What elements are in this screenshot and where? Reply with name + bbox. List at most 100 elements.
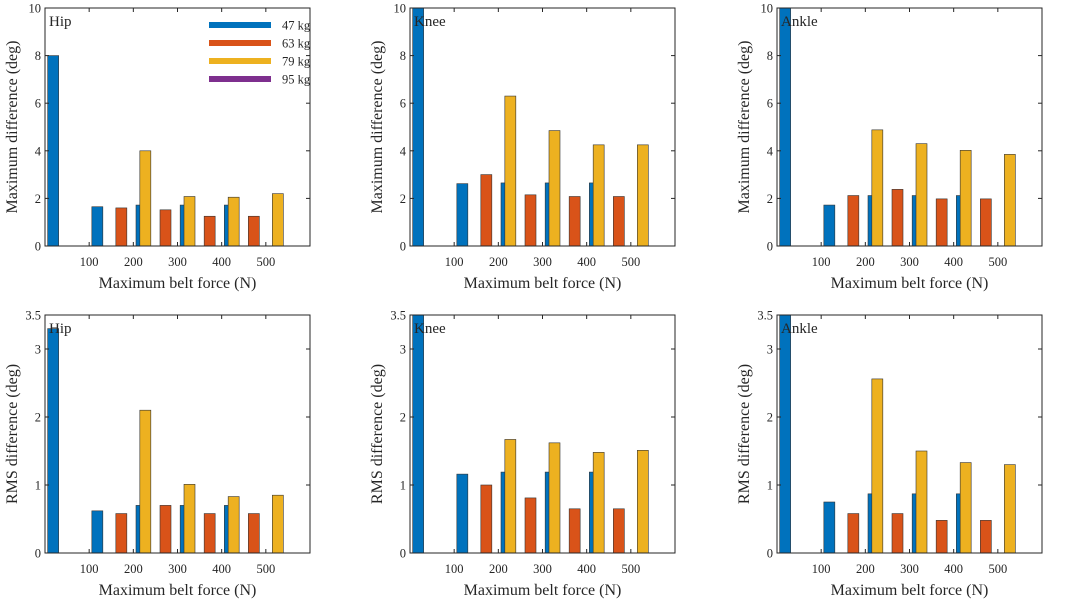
bar-79kg-500 <box>272 193 284 247</box>
x-tick-label: 400 <box>944 255 963 269</box>
axes-box <box>409 7 676 247</box>
bar-79kg-200 <box>504 95 517 247</box>
x-tick-label: 400 <box>212 255 231 269</box>
x-tick-label: 300 <box>533 562 552 576</box>
x-tick-label: 400 <box>577 255 596 269</box>
x-tick-label: 100 <box>445 562 464 576</box>
y-tick-label: 6 <box>767 97 773 111</box>
bar-47kg-100 <box>412 7 424 247</box>
bar-63kg-200 <box>847 195 860 247</box>
y-tick-label: 8 <box>400 49 406 63</box>
bar-63kg-500 <box>248 513 260 554</box>
x-tick-label: 100 <box>812 562 831 576</box>
axes-box <box>776 7 1043 247</box>
y-tick-label: 2 <box>767 192 773 206</box>
y-tick-label: 3 <box>35 343 41 357</box>
bar-47kg-200 <box>91 206 104 247</box>
x-tick-label: 200 <box>124 255 143 269</box>
chart-panel-4: 0 1 2 3 3.5 100 200 300 400 500 Maximum belt force… <box>4 309 311 599</box>
x-tick-label: 300 <box>168 562 187 576</box>
chart-panel-1: 0 2 4 6 8 10 100 200 300 400 500 Maximum belt force… <box>4 2 311 292</box>
bar-79kg-300 <box>915 143 928 247</box>
x-tick-label: 200 <box>856 562 875 576</box>
bar-47kg-200 <box>823 204 836 247</box>
panel-title: Knee <box>414 321 446 337</box>
bar-47kg-200 <box>456 473 469 554</box>
bar-63kg-300 <box>159 209 172 247</box>
y-tick-label: 6 <box>35 97 41 111</box>
x-tick-label: 300 <box>168 255 187 269</box>
y-axis-title: RMS difference (deg) <box>4 364 21 504</box>
bar-47kg-200 <box>823 501 836 554</box>
x-tick-label: 500 <box>621 562 640 576</box>
y-tick-label: 3.5 <box>25 309 41 323</box>
bar-63kg-400 <box>203 513 216 554</box>
y-tick-label: 2 <box>767 411 773 425</box>
x-tick-label: 100 <box>445 255 464 269</box>
bar-47kg-200 <box>456 183 469 247</box>
legend: 47 kg 63 kg 79 kg 95 kg <box>209 19 311 87</box>
y-tick-label: 10 <box>394 2 407 16</box>
bar-79kg-400 <box>227 196 240 247</box>
x-tick-label: 300 <box>900 562 919 576</box>
bar-79kg-400 <box>592 452 605 554</box>
bar-63kg-500 <box>980 520 992 554</box>
bar-63kg-200 <box>480 174 493 247</box>
panel-title: Hip <box>49 14 72 30</box>
y-tick-label: 10 <box>761 2 774 16</box>
bar-79kg-200 <box>139 150 152 247</box>
y-tick-label: 3 <box>767 343 773 357</box>
bar-47kg-100 <box>779 7 791 247</box>
bar-63kg-400 <box>935 198 948 247</box>
legend-label: 63 kg <box>282 37 311 51</box>
bar-79kg-300 <box>183 484 196 554</box>
y-tick-label: 0 <box>767 547 773 561</box>
bar-63kg-200 <box>115 513 128 554</box>
y-tick-label: 2 <box>35 192 41 206</box>
chart-panel-5: 0 1 2 3 3.5 100 200 300 400 500 Maximum belt force… <box>369 309 676 599</box>
bar-79kg-500 <box>1004 154 1016 247</box>
bar-63kg-300 <box>891 513 904 554</box>
y-tick-label: 0 <box>400 240 406 254</box>
x-axis-title: Maximum belt force (N) <box>464 275 622 292</box>
legend-label: 95 kg <box>282 73 311 87</box>
x-axis-title: Maximum belt force (N) <box>99 275 257 292</box>
bar-79kg-500 <box>637 144 649 247</box>
bar-79kg-300 <box>548 130 561 247</box>
y-tick-label: 0 <box>400 547 406 561</box>
x-tick-label: 500 <box>256 562 275 576</box>
y-tick-label: 4 <box>35 144 42 158</box>
x-tick-label: 200 <box>124 562 143 576</box>
panel-title: Knee <box>414 14 446 30</box>
panel-title: Hip <box>49 321 72 337</box>
x-tick-label: 100 <box>80 255 99 269</box>
x-axis-title: Maximum belt force (N) <box>831 275 989 292</box>
bar-63kg-300 <box>524 497 537 554</box>
x-tick-label: 500 <box>988 562 1007 576</box>
x-tick-label: 500 <box>621 255 640 269</box>
y-axis-title: Maximum difference (deg) <box>736 41 753 214</box>
chart-panel-6: 0 1 2 3 3.5 100 200 300 400 500 Maximum belt force… <box>736 309 1043 599</box>
bar-79kg-400 <box>592 144 605 247</box>
x-tick-label: 500 <box>256 255 275 269</box>
x-tick-label: 200 <box>856 255 875 269</box>
bar-63kg-300 <box>891 189 904 247</box>
y-axis-title: RMS difference (deg) <box>369 364 386 504</box>
bar-63kg-500 <box>980 198 992 247</box>
legend-label: 79 kg <box>282 55 311 69</box>
bar-47kg-100 <box>412 314 424 554</box>
y-tick-label: 1 <box>400 479 406 493</box>
bar-79kg-500 <box>637 450 649 554</box>
bar-47kg-100 <box>779 314 791 554</box>
bar-79kg-300 <box>183 196 196 247</box>
bar-63kg-200 <box>115 207 128 247</box>
bar-63kg-400 <box>568 196 581 247</box>
bar-79kg-500 <box>272 494 284 554</box>
chart-panel-3: 0 2 4 6 8 10 100 200 300 400 500 Maximum belt force… <box>736 2 1043 292</box>
bar-63kg-300 <box>159 505 172 554</box>
y-tick-label: 0 <box>35 547 41 561</box>
x-tick-label: 200 <box>489 255 508 269</box>
y-tick-label: 10 <box>29 2 42 16</box>
y-tick-label: 8 <box>767 49 773 63</box>
